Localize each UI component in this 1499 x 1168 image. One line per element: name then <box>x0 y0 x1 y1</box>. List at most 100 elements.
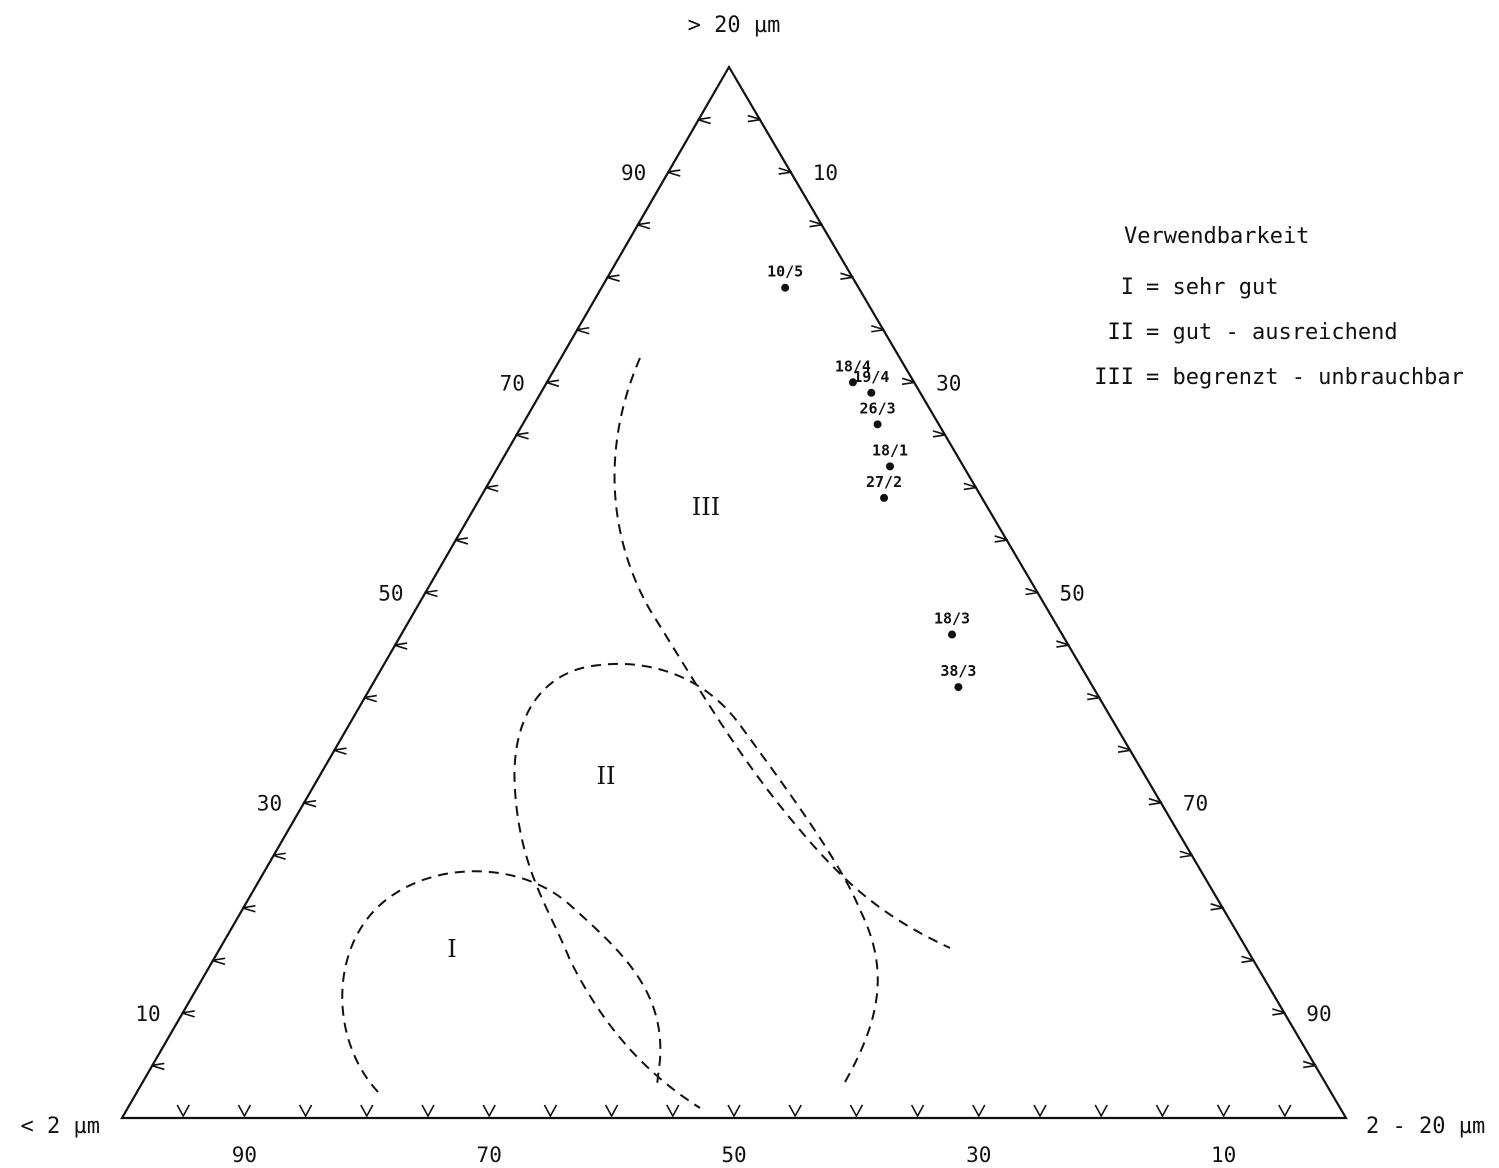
tick-bottom <box>176 1104 190 1118</box>
tick-bottom <box>604 1104 619 1118</box>
tick-left <box>667 169 681 177</box>
tick-right <box>1210 903 1224 911</box>
tick-bottom <box>727 1104 741 1118</box>
tick-left <box>606 274 620 282</box>
tick-left <box>576 326 590 335</box>
region-ii-boundary <box>513 662 879 1109</box>
tick-left <box>151 1062 165 1071</box>
tick-right <box>871 324 885 333</box>
tick-left <box>454 537 469 545</box>
data-point <box>867 388 876 397</box>
tick-bottom <box>1155 1104 1170 1118</box>
region-i-boundary <box>341 870 662 1093</box>
tick-right <box>1272 1008 1286 1016</box>
tick-left <box>697 116 711 125</box>
tick-bottom <box>910 1104 925 1118</box>
tick-right <box>963 482 978 491</box>
legend-text-ii: = gut - ausreichend <box>1146 320 1398 345</box>
tick-label-bottom: 70 <box>477 1143 502 1167</box>
tick-bottom <box>360 1104 374 1118</box>
data-point-label: 38/3 <box>940 662 976 680</box>
legend: Verwendbarkeit I = sehr gut II = gut - a… <box>1094 224 1464 390</box>
region-iii-boundary <box>613 357 951 949</box>
tick-label-right: 10 <box>813 161 838 185</box>
tick-right <box>932 430 947 438</box>
tick-right <box>1056 640 1070 648</box>
tick-bottom <box>298 1104 313 1118</box>
data-point <box>948 630 957 639</box>
tick-label-bottom: 30 <box>966 1143 991 1167</box>
region-label-i: I <box>447 935 456 963</box>
tick-right <box>778 167 792 175</box>
tick-left <box>545 379 560 388</box>
tick-label-right: 70 <box>1183 792 1208 816</box>
tick-right <box>901 377 916 386</box>
tick-right <box>747 114 762 123</box>
tick-bottom <box>237 1104 252 1118</box>
tick-right <box>1117 745 1132 753</box>
data-point-label: 26/3 <box>860 399 896 417</box>
data-point-label: 19/4 <box>853 368 889 386</box>
tick-bottom <box>1094 1104 1108 1118</box>
legend-key-ii: II <box>1108 320 1135 345</box>
tick-bottom <box>972 1104 986 1118</box>
legend-key-iii: III <box>1094 365 1134 390</box>
tick-bottom <box>1033 1104 1047 1118</box>
tick-right <box>840 272 854 280</box>
tick-left <box>515 432 529 440</box>
data-point-label: 27/2 <box>866 473 902 491</box>
data-point-label: 18/4 <box>835 357 871 375</box>
tick-label-bottom: 10 <box>1211 1143 1236 1167</box>
tick-label-right: 30 <box>936 371 961 395</box>
tick-left <box>424 589 438 598</box>
region-label-ii: II <box>597 762 616 790</box>
axis-label-right: 2 - 20 µm <box>1366 1114 1485 1139</box>
tick-label-right: 50 <box>1060 582 1085 606</box>
tick-bottom <box>788 1104 802 1118</box>
tick-bottom <box>1278 1104 1292 1118</box>
tick-label-bottom: 90 <box>232 1143 257 1167</box>
data-point <box>886 462 895 471</box>
data-point-label: 18/1 <box>872 441 908 459</box>
tick-left <box>333 747 347 755</box>
axis-label-left: < 2 µm <box>21 1114 100 1139</box>
tick-left <box>636 221 651 230</box>
data-point <box>781 283 790 292</box>
tick-label-left: 90 <box>621 161 646 185</box>
legend-text-i: = sehr gut <box>1146 275 1278 300</box>
data-point <box>880 493 889 502</box>
tick-label-left: 50 <box>378 582 403 606</box>
tick-left <box>393 642 408 650</box>
tick-labels: 90 10 90 70 30 70 50 50 50 30 70 30 10 90 10 <box>135 161 1331 1167</box>
tick-bottom <box>421 1104 435 1118</box>
tick-right <box>809 219 823 228</box>
tick-right <box>1086 692 1101 701</box>
tick-bottom <box>849 1104 864 1118</box>
tick-left <box>211 957 226 966</box>
tick-label-left: 30 <box>257 792 282 816</box>
tick-bottom <box>1216 1104 1231 1118</box>
tick-left <box>484 484 499 493</box>
tick-left <box>363 694 378 703</box>
legend-key-i: I <box>1121 275 1134 300</box>
tick-right <box>1302 1060 1317 1069</box>
data-point <box>848 378 857 387</box>
tick-right <box>1241 955 1255 964</box>
legend-title: Verwendbarkeit <box>1124 224 1309 249</box>
data-point-label: 10/5 <box>767 263 803 281</box>
tick-bottom <box>666 1104 680 1118</box>
tick-bottom <box>482 1104 496 1118</box>
tick-label-left: 70 <box>500 371 525 395</box>
tick-right <box>1025 587 1039 596</box>
tick-label-right: 90 <box>1306 1002 1331 1026</box>
tick-bottom <box>543 1104 558 1118</box>
legend-text-iii: = begrenzt - unbrauchbar <box>1146 365 1464 390</box>
tick-label-bottom: 50 <box>721 1143 746 1167</box>
data-point <box>873 420 882 429</box>
tick-right <box>994 535 1008 543</box>
data-point <box>954 683 963 692</box>
tick-left <box>302 799 317 808</box>
tick-marks <box>151 114 1317 1118</box>
tick-left <box>272 852 286 861</box>
